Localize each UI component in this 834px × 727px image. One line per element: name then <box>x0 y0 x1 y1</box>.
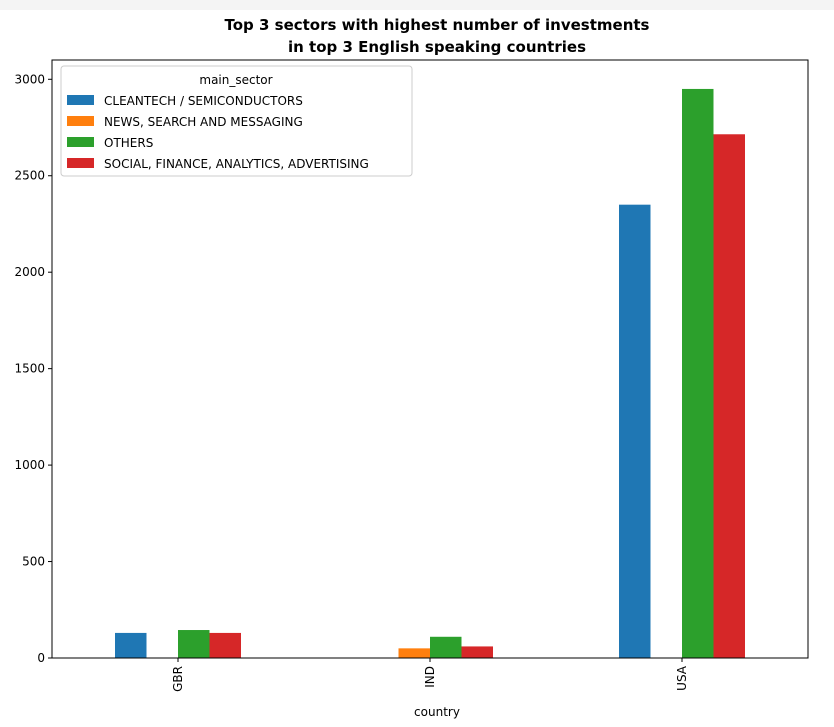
legend-label-0: CLEANTECH / SEMICONDUCTORS <box>104 94 303 108</box>
legend-box <box>60 65 413 177</box>
legend-items: CLEANTECH / SEMICONDUCTORS NEWS, SEARCH A… <box>67 94 369 171</box>
y-tick-label: 2000 <box>14 265 45 279</box>
bar-gbr-series-3 <box>209 632 241 658</box>
bar-gbr-series-0 <box>115 632 147 658</box>
y-tick-label: 500 <box>22 555 45 569</box>
y-tick-label: 2500 <box>14 169 45 183</box>
y-axis: 0 500 1000 1500 2000 2500 3000 <box>14 72 52 665</box>
x-axis: GBR IND USA <box>171 658 689 692</box>
legend: main_sector CLEANTECH / SEMICONDUCTORS NE… <box>60 65 413 177</box>
y-tick-label: 0 <box>37 651 45 665</box>
bar-usa-series-3 <box>713 134 745 658</box>
y-tick-label: 3000 <box>14 72 45 86</box>
legend-label-1: NEWS, SEARCH AND MESSAGING <box>104 115 303 129</box>
top-strip <box>0 0 834 10</box>
bar-gbr-series-2 <box>178 630 210 658</box>
legend-swatch-1 <box>67 116 94 126</box>
bar-usa-series-2 <box>682 88 714 658</box>
chart-title-line2: in top 3 English speaking countries <box>288 38 586 56</box>
x-tick-label-usa: USA <box>675 665 689 691</box>
x-axis-label: country <box>414 705 460 719</box>
x-tick-label-ind: IND <box>423 666 437 688</box>
legend-swatch-2 <box>67 137 94 147</box>
bar-ind-series-1 <box>398 648 430 658</box>
legend-label-2: OTHERS <box>104 136 153 150</box>
legend-label-3: SOCIAL, FINANCE, ANALYTICS, ADVERTISING <box>104 157 369 171</box>
bar-ind-series-2 <box>430 636 462 658</box>
bar-ind-series-3 <box>461 646 493 658</box>
x-tick-label-gbr: GBR <box>171 666 185 692</box>
legend-swatch-3 <box>67 158 94 168</box>
bar-usa-series-0 <box>619 204 651 658</box>
legend-title: main_sector <box>199 73 272 87</box>
plot-frame <box>51 59 809 659</box>
legend-swatch-0 <box>67 95 94 105</box>
chart-title-line1: Top 3 sectors with highest number of inv… <box>224 16 649 34</box>
y-tick-label: 1000 <box>14 458 45 472</box>
bars-layer <box>115 88 745 658</box>
y-tick-label: 1500 <box>14 362 45 376</box>
